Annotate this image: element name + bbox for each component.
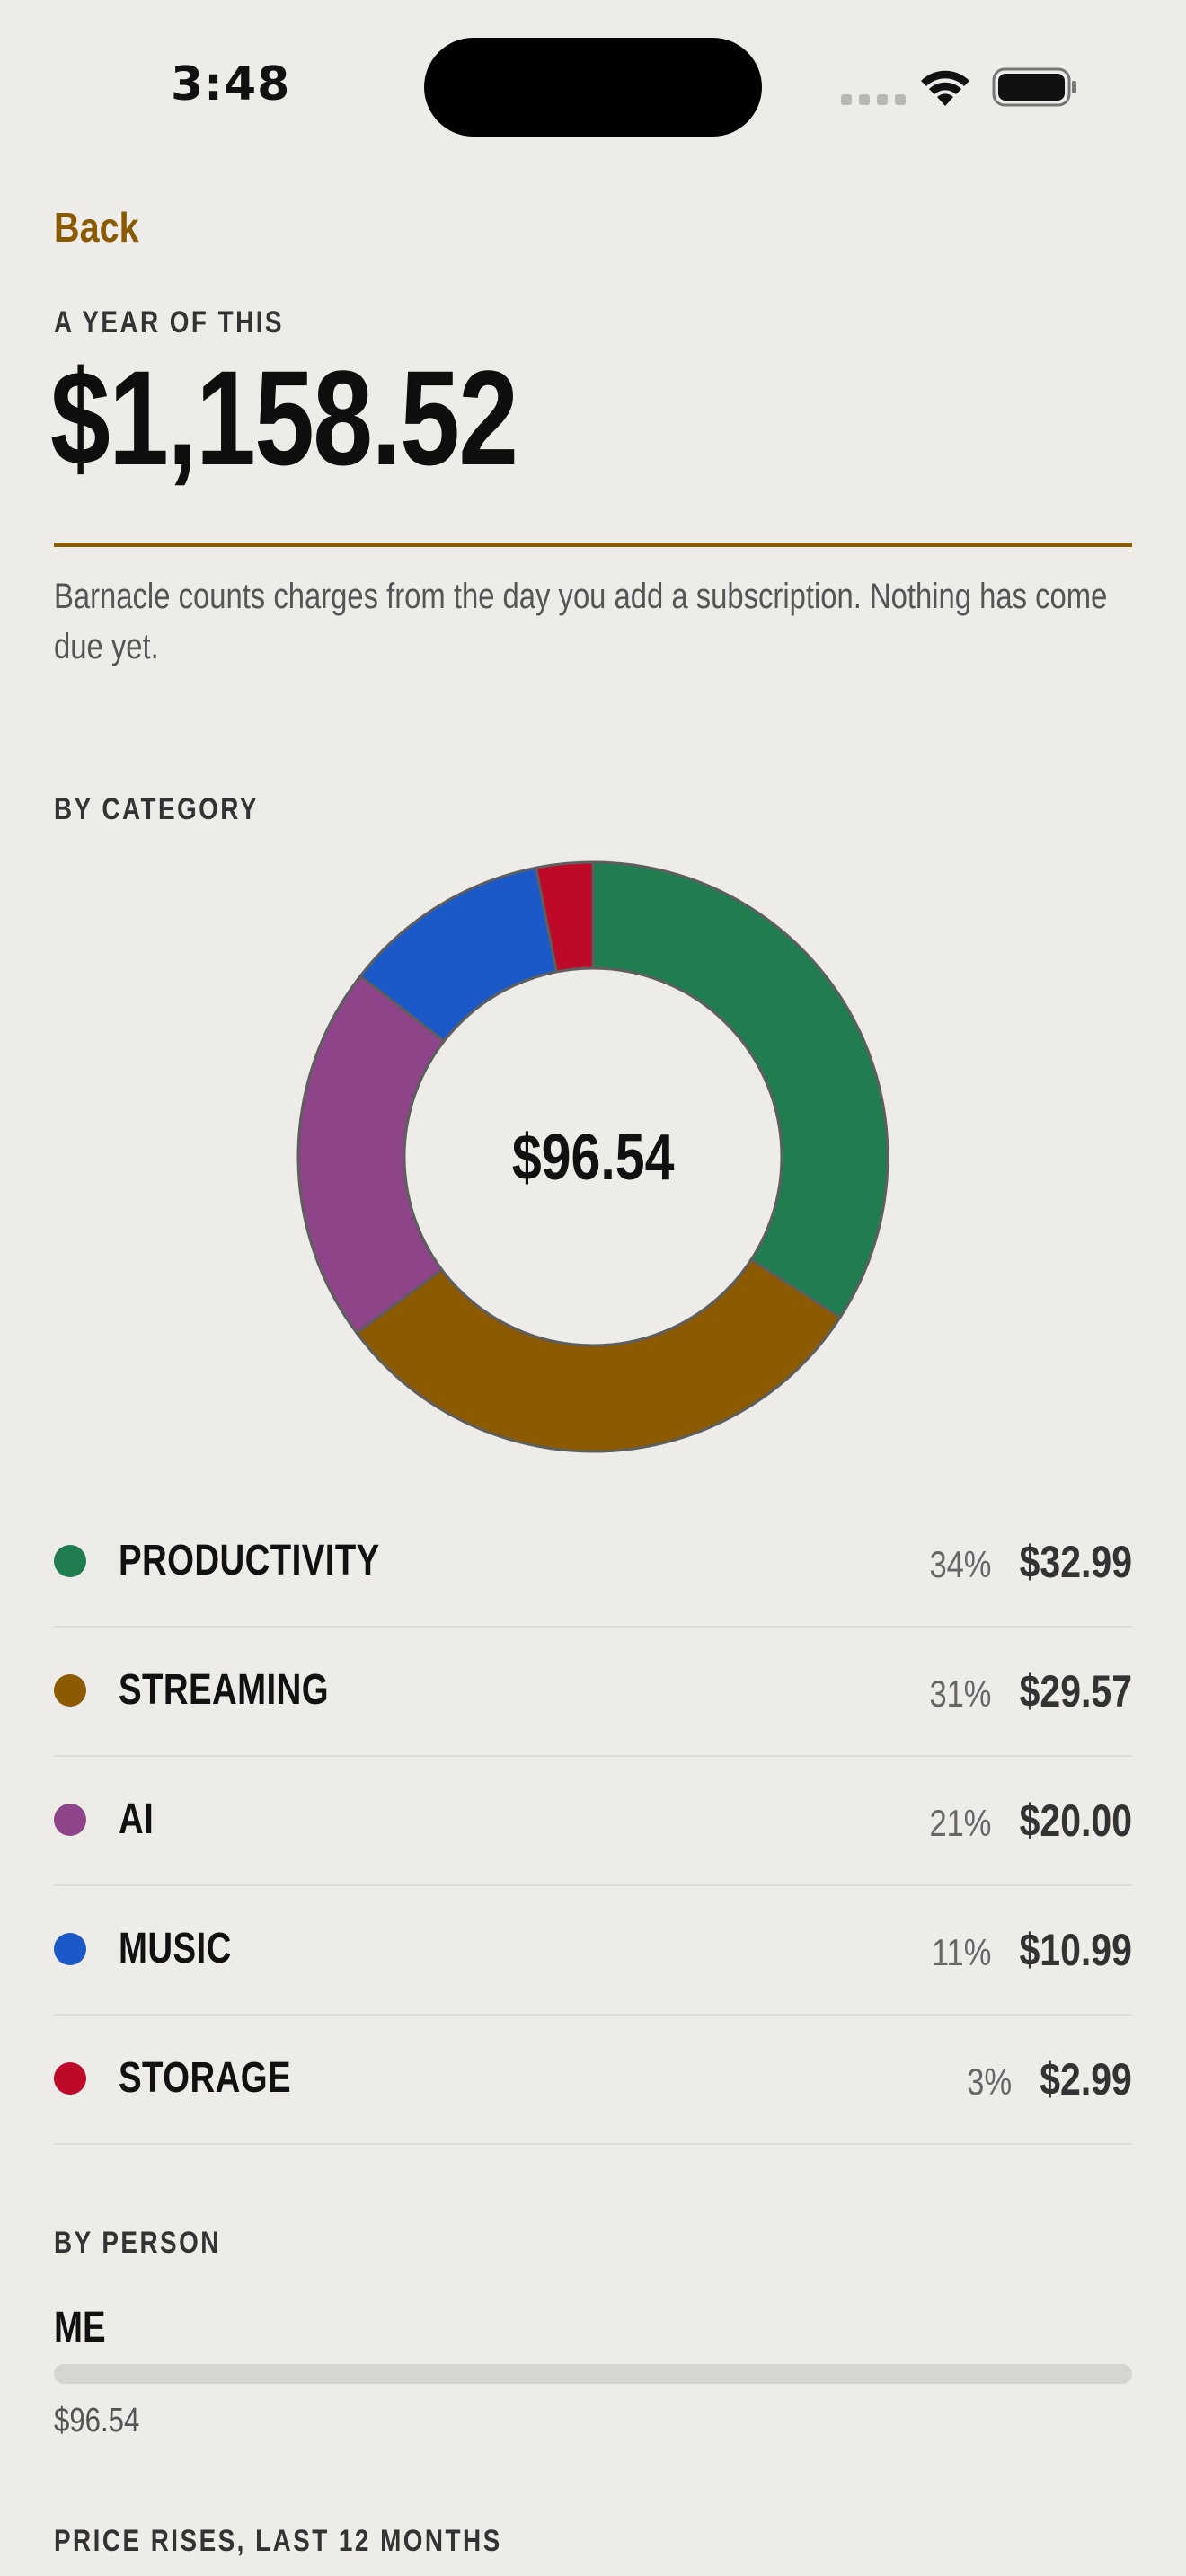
category-values: 21% $20.00 bbox=[930, 1795, 1133, 1847]
category-legend: PRODUCTIVITY 34% $32.99 STREAMING 31% $29.57 A… bbox=[54, 1498, 1132, 2145]
back-button[interactable]: Back bbox=[54, 204, 139, 251]
category-name: STORAGE bbox=[119, 2054, 291, 2102]
category-name: STREAMING bbox=[119, 1666, 329, 1714]
category-percent: 21% bbox=[929, 1802, 992, 1844]
category-name: PRODUCTIVITY bbox=[119, 1537, 380, 1584]
donut-center-total: $96.54 bbox=[511, 1122, 675, 1194]
category-row-streaming[interactable]: STREAMING 31% $29.57 bbox=[54, 1628, 1132, 1757]
category-color-dot bbox=[54, 1804, 86, 1836]
category-percent: 3% bbox=[967, 2060, 1013, 2103]
cellular-signal-icon bbox=[841, 94, 906, 105]
dynamic-island bbox=[424, 38, 762, 137]
category-color-dot bbox=[54, 1674, 86, 1707]
person-share-bar bbox=[54, 2364, 1132, 2384]
category-amount: $10.99 bbox=[1019, 1925, 1132, 1975]
category-amount: $29.57 bbox=[1019, 1666, 1132, 1716]
by-person-label: BY PERSON bbox=[54, 2226, 221, 2260]
category-values: 11% $10.99 bbox=[932, 1924, 1132, 1976]
category-values: 31% $29.57 bbox=[930, 1665, 1133, 1717]
category-row-ai[interactable]: AI 21% $20.00 bbox=[54, 1757, 1132, 1886]
wifi-icon bbox=[921, 70, 969, 106]
status-bar: 3:48 bbox=[0, 0, 1186, 171]
category-row-productivity[interactable]: PRODUCTIVITY 34% $32.99 bbox=[54, 1498, 1132, 1628]
info-note: Barnacle counts charges from the day you… bbox=[54, 577, 1108, 666]
category-percent: 31% bbox=[929, 1672, 992, 1715]
category-color-dot bbox=[54, 1933, 86, 1965]
battery-icon bbox=[992, 67, 1076, 107]
category-name: AI bbox=[119, 1795, 155, 1843]
year-total: $1,158.52 bbox=[50, 342, 518, 493]
category-values: 3% $2.99 bbox=[967, 2053, 1132, 2105]
category-values: 34% $32.99 bbox=[930, 1536, 1133, 1588]
category-amount: $2.99 bbox=[1040, 2054, 1132, 2104]
price-rises-label: PRICE RISES, LAST 12 MONTHS bbox=[54, 2524, 502, 2558]
category-amount: $20.00 bbox=[1019, 1795, 1132, 1846]
header-divider bbox=[54, 543, 1132, 547]
category-percent: 34% bbox=[929, 1543, 992, 1585]
status-time: 3:48 bbox=[171, 57, 291, 111]
by-category-label: BY CATEGORY bbox=[54, 792, 259, 826]
category-row-music[interactable]: MUSIC 11% $10.99 bbox=[54, 1886, 1132, 2016]
year-label: A YEAR OF THIS bbox=[54, 305, 284, 340]
category-amount: $32.99 bbox=[1019, 1537, 1132, 1587]
person-share-fill bbox=[54, 2364, 1132, 2384]
person-amount: $96.54 bbox=[54, 2402, 140, 2439]
category-name: MUSIC bbox=[119, 1925, 232, 1972]
donut-hole bbox=[403, 966, 783, 1347]
category-donut-chart bbox=[296, 860, 890, 1453]
category-percent: 11% bbox=[932, 1931, 992, 1973]
category-color-dot bbox=[54, 1545, 86, 1577]
category-row-storage[interactable]: STORAGE 3% $2.99 bbox=[54, 2016, 1132, 2145]
person-name: ME bbox=[54, 2304, 106, 2351]
category-color-dot bbox=[54, 2062, 86, 2095]
